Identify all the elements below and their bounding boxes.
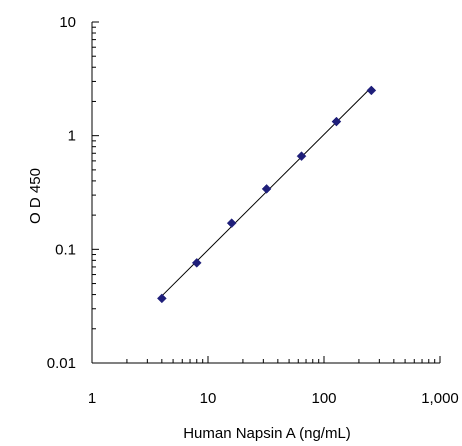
y-tick-label: 1 [68, 128, 76, 145]
data-point-diamond [191, 258, 202, 268]
axes [91, 22, 440, 364]
y-tick-label: 10 [59, 14, 76, 31]
data-point-diamond [296, 151, 307, 162]
data-point-diamond [331, 116, 342, 127]
data-point-diamond [366, 85, 377, 96]
data-point-diamond [156, 293, 167, 304]
x-tick-label: 10 [200, 390, 217, 407]
y-tick-label: 0.1 [55, 241, 76, 258]
x-axis-title: Human Napsin A (ng/mL) [183, 425, 351, 442]
y-axis-title: O D 450 [27, 168, 44, 224]
data-point-diamond [226, 218, 237, 228]
x-tick-label: 1 [88, 390, 96, 407]
axis-ticks [91, 21, 441, 364]
data-point-diamond [261, 184, 272, 194]
tick-labels: 1 10 100 1,000 0.01 0.1 1 10 [47, 14, 459, 407]
x-tick-label: 1,000 [421, 390, 459, 407]
x-tick-label: 100 [311, 390, 336, 407]
data-points [156, 85, 377, 304]
y-tick-label: 0.01 [47, 355, 76, 372]
